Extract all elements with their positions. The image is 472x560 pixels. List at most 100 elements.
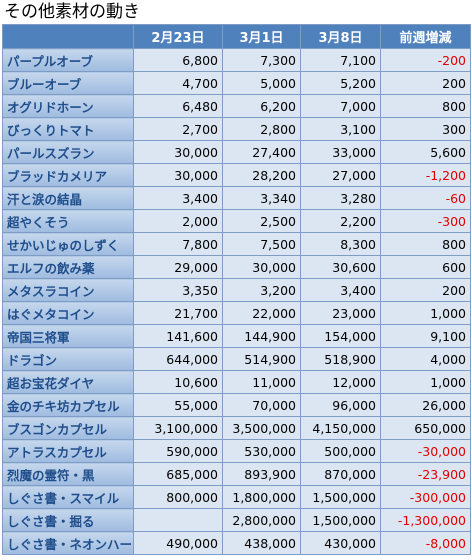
price-cell: 7,100 (300, 48, 381, 72)
change-cell: 600 (380, 255, 471, 279)
price-cell: 644,000 (133, 347, 223, 371)
price-cell: 11,000 (222, 370, 301, 394)
item-name: はぐメタコイン (2, 301, 134, 325)
change-cell: 650,000 (380, 416, 471, 440)
table-row: ブスゴンカプセル 3,100,000 3,500,000 4,150,000 650,0… (2, 416, 471, 440)
price-cell: 7,800 (133, 232, 223, 256)
material-table: 2月23日 3月1日 3月8日 前週増減 パープルオーブ 6,800 7,300 7,100… (2, 24, 471, 555)
price-cell: 7,000 (300, 94, 381, 118)
item-name: しぐさ書・スマイル (2, 485, 134, 509)
price-cell: 3,200 (222, 278, 301, 302)
item-name: 帝国三将軍 (2, 324, 134, 348)
table-row: オグリドホーン 6,480 6,200 7,000 800 (2, 94, 471, 118)
price-cell: 154,000 (300, 324, 381, 348)
change-cell: -300 (380, 209, 471, 233)
item-name: メタスラコイン (2, 278, 134, 302)
item-name: 烈魔の霊符・黒 (2, 462, 134, 486)
price-cell: 1,500,000 (300, 485, 381, 509)
change-cell: 4,000 (380, 347, 471, 371)
change-cell: -1,300,000 (380, 508, 471, 532)
table-row: せかいじゅのしずく 7,800 7,500 8,300 800 (2, 232, 471, 256)
price-cell: 893,900 (222, 462, 301, 486)
price-cell: 29,000 (133, 255, 223, 279)
price-cell: 30,000 (133, 140, 223, 164)
change-cell: 5,600 (380, 140, 471, 164)
item-name: せかいじゅのしずく (2, 232, 134, 256)
price-cell: 21,700 (133, 301, 223, 325)
item-name: エルフの飲み薬 (2, 255, 134, 279)
item-name: ドラゴン (2, 347, 134, 371)
header-row: 2月23日 3月1日 3月8日 前週増減 (2, 24, 471, 49)
price-cell: 1,800,000 (222, 485, 301, 509)
change-cell: 1,000 (380, 301, 471, 325)
price-cell: 27,000 (300, 163, 381, 187)
price-cell: 33,000 (300, 140, 381, 164)
price-cell: 5,200 (300, 71, 381, 95)
item-name: 超お宝花ダイヤ (2, 370, 134, 394)
price-cell: 27,400 (222, 140, 301, 164)
price-cell: 3,350 (133, 278, 223, 302)
price-cell: 3,100 (300, 117, 381, 141)
table-row: ブルーオーブ 4,700 5,000 5,200 200 (2, 71, 471, 95)
price-cell: 12,000 (300, 370, 381, 394)
price-cell: 2,700 (133, 117, 223, 141)
price-cell: 530,000 (222, 439, 301, 463)
change-cell: -30,000 (380, 439, 471, 463)
table-row: 烈魔の霊符・黒 685,000 893,900 870,000 -23,900 (2, 462, 471, 486)
empty-cell (133, 508, 223, 532)
table-row: 帝国三将軍 141,600 144,900 154,000 9,100 (2, 324, 471, 348)
table-row: ブラッドカメリア 30,000 28,200 27,000 -1,200 (2, 163, 471, 187)
table-row: 汗と涙の結晶 3,400 3,340 3,280 -60 (2, 186, 471, 210)
price-cell: 6,800 (133, 48, 223, 72)
table-row: びっくりトマト 2,700 2,800 3,100 300 (2, 117, 471, 141)
change-cell: 9,100 (380, 324, 471, 348)
item-name: パールスズラン (2, 140, 134, 164)
item-name: しぐさ書・ネオンハート (2, 531, 134, 555)
price-cell: 514,900 (222, 347, 301, 371)
price-cell: 30,000 (222, 255, 301, 279)
item-name: ブラッドカメリア (2, 163, 134, 187)
change-cell: 1,000 (380, 370, 471, 394)
table-row: 金のチキ坊カプセル 55,000 70,000 96,000 26,000 (2, 393, 471, 417)
item-name: 汗と涙の結晶 (2, 186, 134, 210)
price-cell: 3,280 (300, 186, 381, 210)
change-cell: 26,000 (380, 393, 471, 417)
price-cell: 590,000 (133, 439, 223, 463)
price-cell: 30,600 (300, 255, 381, 279)
table-row: ドラゴン 644,000 514,900 518,900 4,000 (2, 347, 471, 371)
change-cell: -60 (380, 186, 471, 210)
item-name: オグリドホーン (2, 94, 134, 118)
price-cell: 500,000 (300, 439, 381, 463)
title: その他素材の動き (4, 2, 140, 21)
price-cell: 55,000 (133, 393, 223, 417)
change-cell: 800 (380, 94, 471, 118)
price-cell: 3,100,000 (133, 416, 223, 440)
item-name: 金のチキ坊カプセル (2, 393, 134, 417)
table-row: エルフの飲み薬 29,000 30,000 30,600 600 (2, 255, 471, 279)
change-cell: -1,200 (380, 163, 471, 187)
change-cell: 200 (380, 71, 471, 95)
column-header: 3月1日 (222, 24, 301, 49)
table-row: メタスラコイン 3,350 3,200 3,400 200 (2, 278, 471, 302)
price-cell: 4,700 (133, 71, 223, 95)
price-cell: 2,800 (222, 117, 301, 141)
price-cell: 430,000 (300, 531, 381, 555)
table-row: パールスズラン 30,000 27,400 33,000 5,600 (2, 140, 471, 164)
price-cell: 800,000 (133, 485, 223, 509)
change-cell: -300,000 (380, 485, 471, 509)
price-cell: 2,800,000 (222, 508, 301, 532)
price-cell: 3,340 (222, 186, 301, 210)
table-row: パープルオーブ 6,800 7,300 7,100 -200 (2, 48, 471, 72)
price-cell: 70,000 (222, 393, 301, 417)
change-cell: -200 (380, 48, 471, 72)
price-cell: 144,900 (222, 324, 301, 348)
table-row: しぐさ書・ネオンハート 490,000 438,000 430,000 -8,000 (2, 531, 471, 555)
price-cell: 2,000 (133, 209, 223, 233)
price-cell: 438,000 (222, 531, 301, 555)
change-cell: 200 (380, 278, 471, 302)
item-name: パープルオーブ (2, 48, 134, 72)
item-name: ブルーオーブ (2, 71, 134, 95)
price-cell: 3,400 (133, 186, 223, 210)
price-cell: 96,000 (300, 393, 381, 417)
